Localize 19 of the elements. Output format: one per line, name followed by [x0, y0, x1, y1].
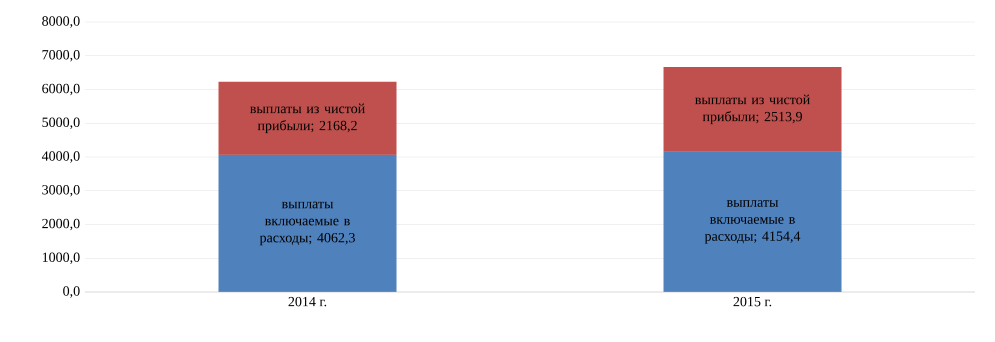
- bar: [218, 82, 397, 155]
- y-tick-label: 6000,0: [42, 84, 80, 96]
- y-tick-label: 3000,0: [42, 185, 80, 196]
- data-label: выплаты включаемые в расходы; 4154,4: [704, 200, 800, 244]
- y-tick-label: 7000,0: [42, 50, 80, 62]
- data-label: выплаты из чистой прибыли; 2513,9: [695, 94, 810, 124]
- y-tick-label: 2000,0: [42, 218, 80, 230]
- data-label: выплаты из чистой прибыли; 2168,2: [250, 104, 365, 134]
- bar: [664, 66, 842, 152]
- y-tick-label: 4000,0: [42, 151, 80, 163]
- bar: [664, 152, 842, 292]
- y-tick-label: 8000,0: [42, 16, 80, 28]
- y-tick-label: 1000,0: [42, 252, 80, 264]
- x-tick-label: 2014 г.: [288, 296, 326, 306]
- y-tick-label: 0,0: [63, 286, 80, 298]
- x-tick-label: 2015 г.: [734, 296, 772, 306]
- data-label: выплаты включаемые в расходы; 4062,3: [260, 202, 355, 246]
- bar: [218, 154, 397, 292]
- y-tick-label: 5000,0: [42, 118, 80, 129]
